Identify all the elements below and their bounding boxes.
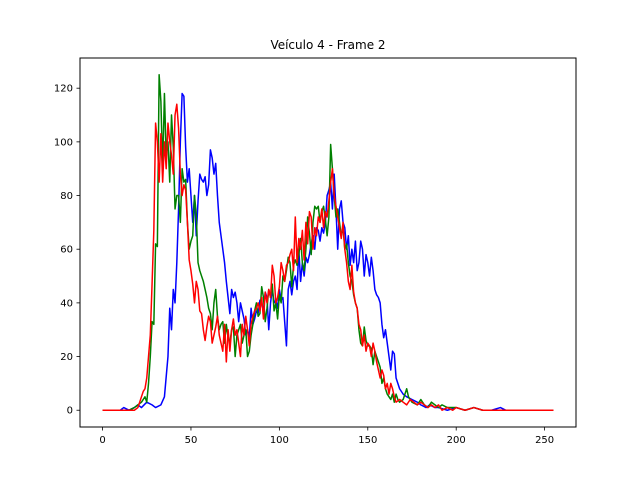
y-tick-label: 80 (60, 191, 73, 202)
y-tick-label: 120 (54, 84, 73, 95)
series-layer (102, 74, 554, 411)
x-tick-label: 200 (447, 435, 466, 446)
chart-title: Veículo 4 - Frame 2 (270, 38, 385, 52)
x-tick-label: 250 (535, 435, 554, 446)
series-line-3 (102, 103, 554, 411)
x-tick-label: 50 (185, 435, 198, 446)
y-tick-label: 100 (54, 137, 73, 148)
plot-frame (79, 57, 577, 428)
axis-layer: 0 50 100 150 200 250 0 20 40 60 80 100 120 (54, 84, 554, 446)
y-tick-label: 60 (60, 245, 73, 256)
series-line-2 (102, 74, 554, 411)
x-tick-label: 0 (99, 435, 105, 446)
x-tick-label: 150 (358, 435, 377, 446)
x-tick-label: 100 (270, 435, 289, 446)
y-tick-label: 20 (60, 352, 73, 363)
y-tick-label: 0 (67, 406, 73, 417)
y-tick-label: 40 (60, 298, 73, 309)
